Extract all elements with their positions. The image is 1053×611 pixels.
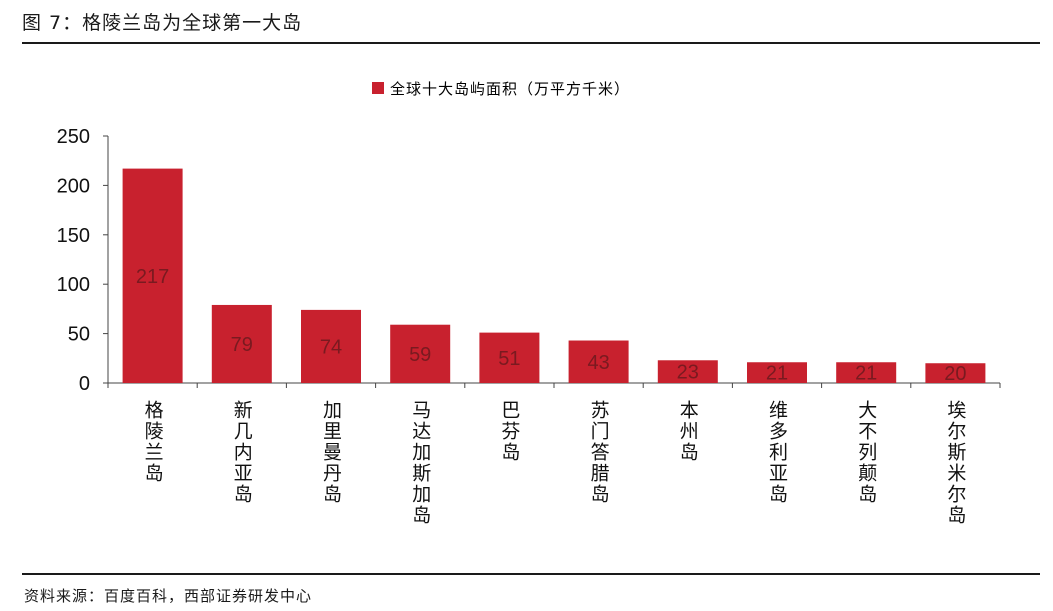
legend-swatch	[372, 82, 384, 94]
data-label: 79	[231, 334, 253, 356]
y-tick-label: 250	[57, 126, 90, 148]
category-label: 新几内亚岛	[231, 400, 253, 505]
y-tick-label: 50	[68, 324, 90, 346]
bar	[925, 363, 986, 383]
bar	[747, 362, 807, 383]
category-label: 大不列颠岛	[855, 400, 877, 505]
category-label: 埃尔斯米尔岛	[944, 400, 966, 526]
top-rule	[22, 42, 1040, 44]
legend: 全球十大岛屿面积（万平方千米）	[372, 80, 630, 98]
axes: 0 50 100 150 200 250 格陵兰岛 新几内亚岛 加里曼丹岛 马达加斯加岛 巴芬岛 苏门…	[57, 126, 1001, 526]
category-label: 加里曼丹岛	[320, 400, 342, 505]
category-label: 马达加斯加岛	[409, 400, 431, 526]
bottom-rule	[22, 573, 1040, 575]
source-note: 资料来源：百度百科，西部证券研发中心	[24, 587, 313, 605]
data-label: 20	[944, 363, 966, 385]
bar	[301, 309, 361, 383]
y-tick-label: 100	[57, 274, 90, 296]
data-label: 23	[677, 362, 699, 384]
data-label: 217	[136, 266, 169, 288]
bar	[568, 340, 629, 383]
figure-title: 图 7：格陵兰岛为全球第一大岛	[22, 12, 303, 34]
y-tick-label: 150	[57, 225, 90, 247]
category-label: 本州岛	[677, 400, 699, 463]
category-label: 巴芬岛	[498, 400, 520, 463]
bars: 217 79 74 59 51 43 23 21 21 20	[122, 168, 986, 385]
category-label: 苏门答腊岛	[588, 400, 610, 505]
category-label: 格陵兰岛	[142, 400, 164, 484]
data-label: 21	[766, 363, 788, 385]
data-label: 51	[498, 348, 520, 370]
bar	[211, 304, 272, 383]
data-label: 74	[320, 336, 342, 358]
bar	[836, 362, 897, 383]
y-tick-label: 200	[57, 175, 90, 197]
bar	[479, 332, 540, 383]
data-label: 21	[855, 363, 877, 385]
data-label: 59	[409, 344, 431, 366]
category-label: 维多利亚岛	[766, 400, 788, 505]
bar	[122, 168, 183, 383]
bar	[390, 324, 451, 383]
legend-label: 全球十大岛屿面积（万平方千米）	[390, 80, 630, 98]
data-label: 43	[587, 352, 609, 374]
y-tick-label: 0	[79, 373, 90, 395]
bar	[657, 360, 718, 383]
